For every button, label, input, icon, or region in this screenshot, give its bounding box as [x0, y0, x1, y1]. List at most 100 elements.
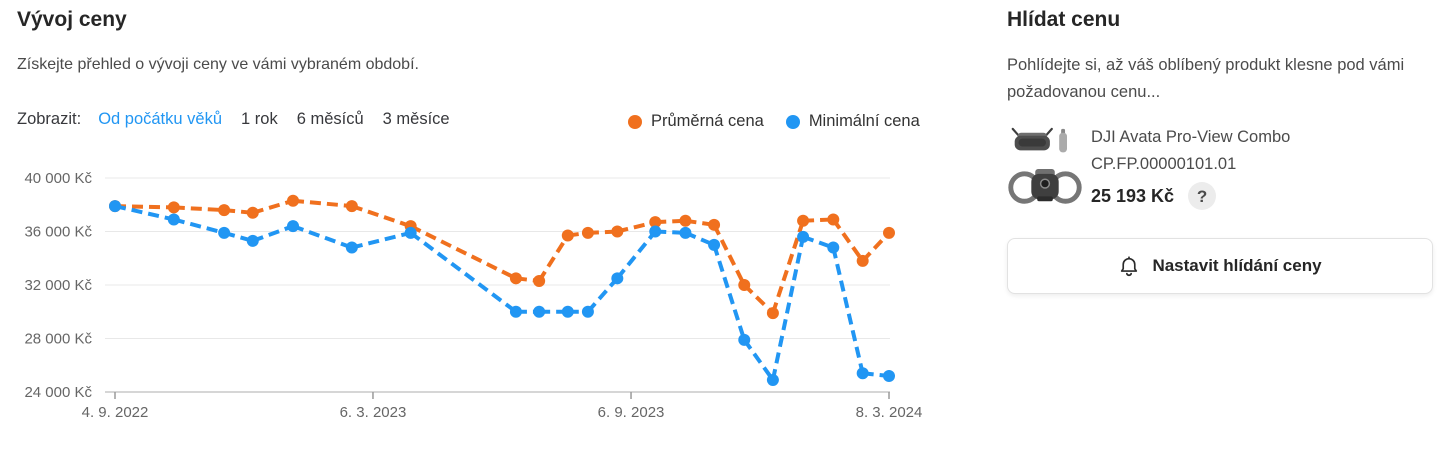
data-point[interactable] [856, 254, 869, 267]
product-row: DJI Avata Pro-View Combo CP.FP.00000101.… [1007, 124, 1433, 212]
series-segment-1 [742, 338, 775, 382]
series-segment-0 [616, 220, 656, 234]
series-segment-0 [712, 223, 747, 286]
legend-label: Minimální cena [808, 112, 920, 130]
data-point[interactable] [856, 367, 869, 380]
data-point[interactable] [287, 220, 300, 233]
data-point[interactable] [167, 201, 180, 214]
show-label: Zobrazit: [17, 110, 82, 128]
series-segment-0 [292, 198, 353, 209]
data-point[interactable] [218, 204, 231, 217]
product-info: DJI Avata Pro-View Combo CP.FP.00000101.… [1091, 124, 1290, 210]
price-chart-canvas: 40 000 Kč 36 000 Kč 32 000 Kč 28 000 Kč 24 0… [24, 170, 923, 421]
series-segment-0 [861, 231, 891, 263]
data-point[interactable] [246, 234, 259, 247]
y-axis-label: 40 000 Kč [24, 170, 92, 187]
watch-description: Pohlídejte si, až váš oblíbený produkt k… [1007, 56, 1405, 101]
data-point[interactable] [167, 213, 180, 226]
series-segment-1 [409, 231, 518, 314]
price-watch-panel: Hlídat cenu Pohlídejte si, až váš oblíbe… [1007, 8, 1433, 294]
data-point[interactable] [738, 279, 751, 291]
data-point[interactable] [345, 241, 358, 254]
data-point[interactable] [533, 274, 546, 287]
data-point[interactable] [679, 214, 692, 227]
data-point[interactable] [581, 305, 594, 318]
filter-all-time[interactable]: Od počátku věků [98, 110, 223, 128]
watch-title: Hlídat cenu [1007, 8, 1121, 31]
data-point[interactable] [649, 225, 662, 238]
series-segment-0 [831, 218, 865, 263]
data-point[interactable] [649, 216, 662, 229]
data-point[interactable] [561, 229, 574, 242]
x-axis-label: 6. 9. 2023 [598, 404, 665, 421]
chart-title: Vývoj ceny [17, 8, 127, 31]
x-axis-label: 8. 3. 2024 [856, 404, 923, 421]
legend-label: Průměrná cena [651, 112, 764, 130]
product-code: CP.FP.00000101.01 [1091, 155, 1237, 173]
data-point[interactable] [345, 200, 358, 213]
chart-subtitle: Získejte přehled o vývoji ceny ve vámi v… [17, 56, 419, 73]
data-point[interactable] [679, 226, 692, 239]
series-segment-1 [292, 224, 353, 250]
data-point[interactable] [611, 272, 624, 285]
x-axis-label: 6. 3. 2023 [340, 404, 407, 421]
series-segment-1 [831, 247, 865, 374]
filter-1-year[interactable]: 1 rok [241, 110, 278, 128]
data-point[interactable] [708, 238, 721, 251]
series-segment-0 [742, 283, 775, 315]
data-point[interactable] [533, 305, 546, 318]
filter-3-months[interactable]: 3 měsíce [382, 110, 450, 128]
data-point[interactable] [797, 230, 810, 243]
product-price: 25 193 Kč [1091, 185, 1175, 206]
price-chart: 40 000 Kč 36 000 Kč 32 000 Kč 28 000 Kč 24 0… [0, 160, 950, 460]
filter-6-months[interactable]: 6 měsíců [296, 110, 364, 128]
y-axis-label: 28 000 Kč [24, 331, 92, 348]
data-point[interactable] [246, 206, 259, 219]
series-segment-1 [586, 276, 619, 314]
y-axis-label: 24 000 Kč [24, 384, 92, 401]
chart-legend: Průměrná cena Minimální cena [628, 112, 940, 131]
series-segment-1 [615, 230, 657, 280]
help-icon[interactable]: ? [1188, 182, 1217, 210]
series-segment-1 [114, 204, 175, 222]
set-price-watch-button[interactable]: Nastavit hlídání ceny [1007, 238, 1433, 294]
series-segment-1 [252, 224, 294, 243]
x-axis-label: 4. 9. 2022 [82, 404, 149, 421]
series-segment-1 [770, 236, 806, 381]
bell-icon [1121, 256, 1138, 277]
data-point[interactable] [883, 369, 895, 382]
series-segment-1 [351, 230, 412, 250]
series-segment-0 [351, 204, 412, 229]
data-point[interactable] [883, 226, 895, 239]
y-axis-label: 32 000 Kč [24, 277, 92, 294]
data-point[interactable] [708, 218, 721, 231]
data-point[interactable] [797, 214, 810, 227]
series-segment-0 [409, 224, 517, 281]
series-segment-0 [537, 234, 570, 283]
product-name: DJI Avata Pro-View Combo [1091, 128, 1291, 146]
data-point[interactable] [738, 333, 751, 346]
data-point[interactable] [827, 213, 840, 226]
data-point[interactable] [766, 373, 779, 386]
data-point[interactable] [766, 307, 779, 320]
average-price-dot-icon [628, 114, 642, 129]
series-segment-0 [252, 198, 294, 215]
series-segment-0 [173, 205, 225, 213]
data-point[interactable] [509, 272, 522, 285]
minimum-price-dot-icon [785, 114, 800, 129]
data-point[interactable] [581, 226, 594, 239]
data-point[interactable] [404, 226, 417, 239]
data-point[interactable] [109, 200, 121, 213]
y-axis-label: 36 000 Kč [24, 224, 92, 241]
data-point[interactable] [287, 194, 300, 207]
data-point[interactable] [827, 241, 840, 254]
set-price-watch-label: Nastavit hlídání ceny [1152, 256, 1322, 275]
data-point[interactable] [561, 305, 574, 318]
data-point[interactable] [611, 225, 624, 238]
data-point[interactable] [218, 226, 231, 239]
legend-item-minimum-price[interactable]: Minimální cena [785, 112, 920, 131]
legend-item-average-price[interactable]: Průměrná cena [628, 112, 764, 131]
product-image-drone [1008, 127, 1082, 204]
data-point[interactable] [509, 305, 522, 318]
